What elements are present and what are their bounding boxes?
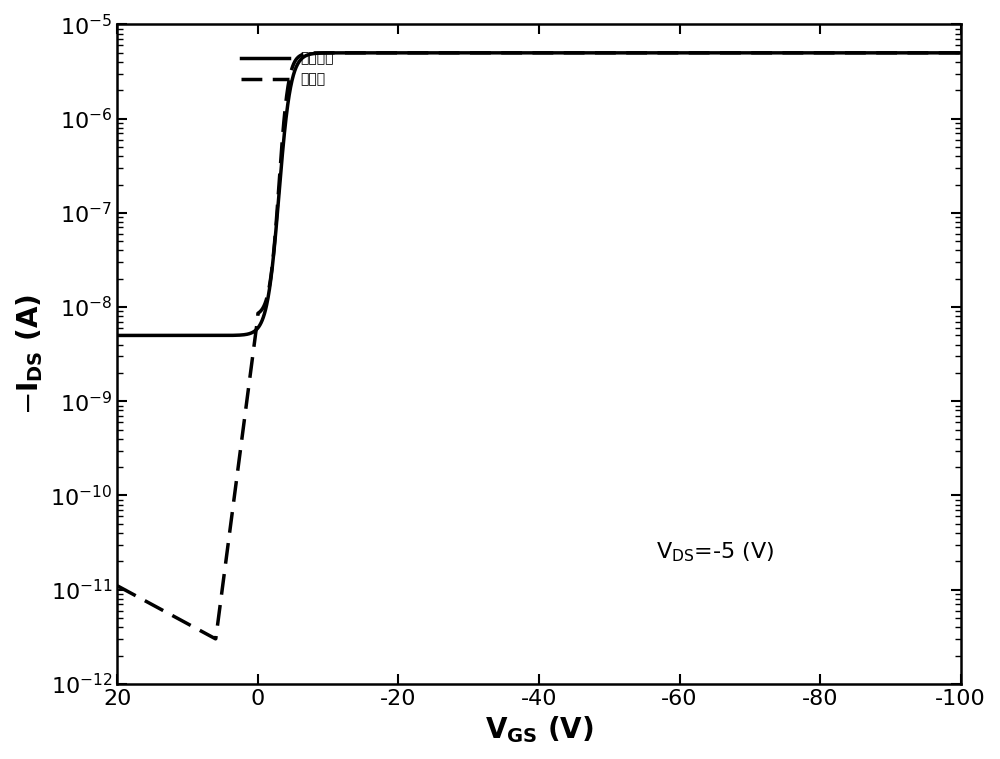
现有技术 — [938, 49, 950, 58]
本发明 — [209, 635, 221, 644]
Text: $\mathregular{V_{DS}}$=-5 (V): $\mathregular{V_{DS}}$=-5 (V) — [656, 540, 774, 564]
本发明 — [111, 581, 123, 591]
现有技术 — [111, 331, 123, 340]
现有技术 — [208, 331, 220, 340]
Line: 现有技术: 现有技术 — [117, 53, 961, 335]
Line: 本发明: 本发明 — [117, 53, 961, 639]
本发明 — [435, 49, 447, 58]
现有技术 — [482, 49, 494, 58]
Y-axis label: $-\mathregular{I_{DS}}$ (A): $-\mathregular{I_{DS}}$ (A) — [14, 294, 45, 414]
本发明 — [208, 633, 220, 642]
现有技术 — [471, 49, 483, 58]
现有技术 — [258, 312, 270, 321]
本发明 — [440, 49, 452, 58]
本发明 — [939, 49, 951, 58]
本发明 — [955, 49, 967, 58]
本发明 — [258, 301, 270, 310]
X-axis label: $\mathregular{V_{GS}}$ (V): $\mathregular{V_{GS}}$ (V) — [485, 714, 593, 745]
现有技术 — [435, 49, 447, 58]
Legend: 现有技术, 本发明: 现有技术, 本发明 — [234, 45, 341, 93]
本发明 — [472, 49, 484, 58]
本发明 — [848, 49, 860, 58]
现有技术 — [848, 49, 860, 58]
现有技术 — [955, 49, 967, 58]
